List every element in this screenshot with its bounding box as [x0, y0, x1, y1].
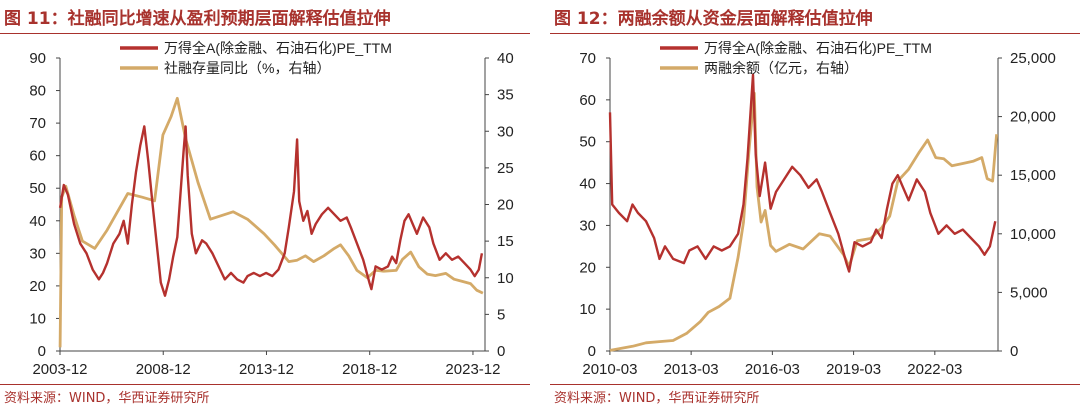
y-right-tick-label: 0 — [1010, 343, 1018, 360]
y-right-tick-label: 20,000 — [1010, 109, 1056, 126]
y-left-tick-label: 50 — [29, 180, 46, 197]
y-left-tick-label: 40 — [579, 176, 596, 193]
y-right-tick-label: 30 — [497, 123, 514, 140]
series-line — [58, 125, 484, 297]
y-left-tick-label: 70 — [29, 115, 46, 132]
x-tick-label: 2019-03 — [826, 361, 881, 378]
series-line — [608, 73, 997, 273]
figure-12: 图 12：两融余额从资金层面解释估值拉伸 0 10 20 30 40 50 60 70 0 5,0… — [550, 0, 1080, 411]
y-left-tick-label: 40 — [29, 213, 46, 230]
y-left-tick-label: 60 — [579, 92, 596, 109]
y-left-tick-label: 20 — [579, 259, 596, 276]
legend-label: 两融余额（亿元，右轴） — [704, 60, 858, 76]
y-left-tick-label: 30 — [29, 245, 46, 262]
x-tick-label: 2010-03 — [582, 361, 637, 378]
y-right-tick-label: 35 — [497, 87, 514, 104]
y-left-tick-label: 10 — [29, 310, 46, 327]
x-tick-label: 2018-12 — [342, 361, 397, 378]
chart: 0 10 20 30 40 50 60 70 0 5,000 10,000 15,000 20,000 2… — [579, 40, 1056, 378]
title-rule — [550, 33, 1080, 34]
y-right-tick-label: 15 — [497, 233, 514, 250]
figure-11: 图 11：社融同比增速从盈利预期层面解释估值拉伸 0 10 20 30 40 50 60 70… — [0, 0, 530, 411]
y-left-tick-label: 0 — [38, 343, 46, 360]
series-line — [609, 91, 998, 352]
y-right-tick-label: 10,000 — [1010, 226, 1056, 243]
x-tick-label: 2022-03 — [907, 361, 962, 378]
series-line — [58, 96, 484, 348]
source-rule — [550, 384, 1080, 385]
source-note: 资料来源：WIND，华西证券研究所 — [554, 391, 760, 406]
legend-label: 万得全A(除金融、石油石化)PE_TTM — [164, 40, 392, 56]
chart: 0 10 20 30 40 50 60 70 80 90 0 5 10 15 20 25 30 35 40 2003-… — [29, 40, 514, 378]
y-left-tick-label: 50 — [579, 134, 596, 151]
y-left-tick-label: 60 — [29, 148, 46, 165]
y-left-tick-label: 90 — [29, 50, 46, 67]
x-tick-label: 2008-12 — [136, 361, 191, 378]
y-left-tick-label: 80 — [29, 83, 46, 100]
y-right-tick-label: 15,000 — [1010, 167, 1056, 184]
figure-title: 图 11：社融同比增速从盈利预期层面解释估值拉伸 — [4, 9, 391, 29]
legend-label: 万得全A(除金融、石油石化)PE_TTM — [704, 40, 932, 56]
y-left-tick-label: 20 — [29, 278, 46, 295]
y-right-tick-label: 0 — [497, 343, 505, 360]
y-right-tick-label: 25 — [497, 160, 514, 177]
y-left-tick-label: 30 — [579, 217, 596, 234]
x-tick-label: 2013-03 — [664, 361, 719, 378]
legend-label: 社融存量同比（%，右轴） — [164, 60, 330, 76]
y-right-tick-label: 25,000 — [1010, 50, 1056, 67]
y-left-tick-label: 10 — [579, 301, 596, 318]
figure-title: 图 12：两融余额从资金层面解释估值拉伸 — [554, 9, 873, 29]
title-rule — [0, 33, 530, 34]
source-rule — [0, 384, 530, 385]
x-tick-label: 2023-12 — [445, 361, 500, 378]
y-left-tick-label: 70 — [579, 50, 596, 67]
x-tick-label: 2003-12 — [32, 361, 87, 378]
y-right-tick-label: 5,000 — [1010, 284, 1048, 301]
x-tick-label: 2013-12 — [239, 361, 294, 378]
y-right-tick-label: 40 — [497, 50, 514, 67]
source-note: 资料来源：WIND，华西证券研究所 — [4, 391, 210, 406]
y-right-tick-label: 20 — [497, 197, 514, 214]
y-right-tick-label: 5 — [497, 306, 505, 323]
y-left-tick-label: 0 — [588, 343, 596, 360]
y-right-tick-label: 10 — [497, 270, 514, 287]
x-tick-label: 2016-03 — [745, 361, 800, 378]
